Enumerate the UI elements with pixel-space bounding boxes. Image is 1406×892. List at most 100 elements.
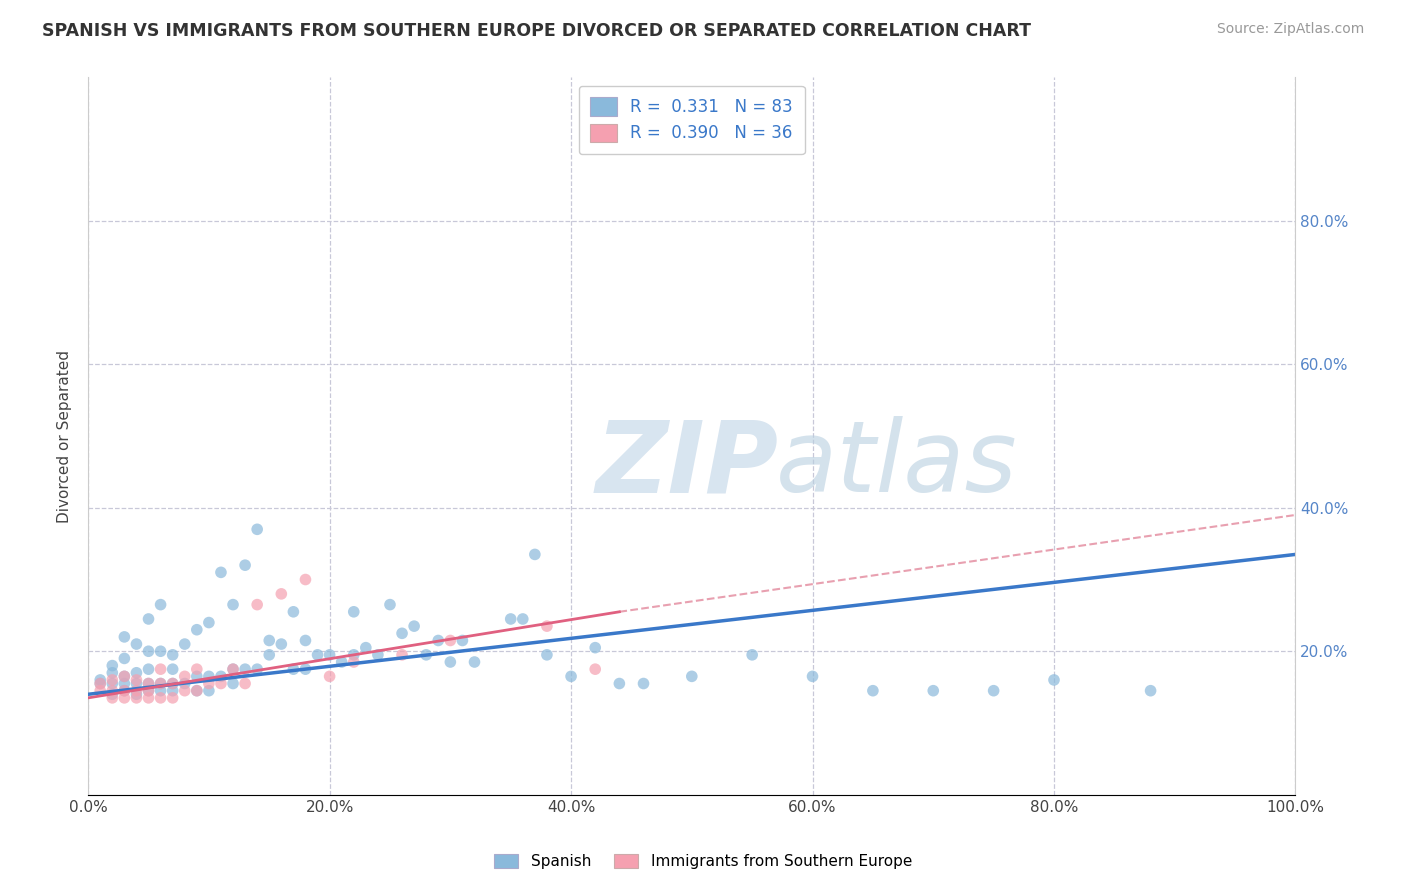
Point: [404, 619, 426, 633]
Point: [536, 619, 558, 633]
Point: [257, 633, 280, 648]
Point: [125, 673, 148, 687]
Point: [162, 662, 184, 676]
Point: [101, 658, 124, 673]
Point: [125, 683, 148, 698]
Point: [270, 587, 292, 601]
Point: [922, 683, 945, 698]
Point: [138, 676, 160, 690]
Point: [173, 676, 195, 690]
Point: [246, 662, 269, 676]
Point: [367, 648, 389, 662]
Point: [149, 683, 172, 698]
Point: [741, 648, 763, 662]
Point: [112, 683, 135, 698]
Point: [186, 662, 208, 676]
Point: [343, 605, 366, 619]
Point: [173, 669, 195, 683]
Point: [112, 669, 135, 683]
Point: [198, 676, 221, 690]
Point: [125, 665, 148, 680]
Point: [149, 676, 172, 690]
Point: [222, 676, 245, 690]
Text: ZIP: ZIP: [595, 417, 779, 513]
Point: [89, 676, 111, 690]
Point: [222, 662, 245, 676]
Point: [89, 683, 111, 698]
Point: [294, 662, 316, 676]
Point: [633, 676, 655, 690]
Text: SPANISH VS IMMIGRANTS FROM SOUTHERN EUROPE DIVORCED OR SEPARATED CORRELATION CHA: SPANISH VS IMMIGRANTS FROM SOUTHERN EURO…: [42, 22, 1031, 40]
Point: [138, 662, 160, 676]
Point: [354, 640, 377, 655]
Point: [101, 673, 124, 687]
Point: [101, 683, 124, 698]
Text: atlas: atlas: [776, 417, 1018, 513]
Point: [162, 676, 184, 690]
Point: [330, 655, 353, 669]
Point: [583, 662, 606, 676]
Point: [270, 637, 292, 651]
Point: [162, 683, 184, 698]
Point: [294, 573, 316, 587]
Point: [415, 648, 437, 662]
Point: [233, 662, 256, 676]
Point: [343, 655, 366, 669]
Point: [983, 683, 1005, 698]
Point: [149, 598, 172, 612]
Point: [125, 687, 148, 701]
Point: [149, 644, 172, 658]
Point: [283, 662, 305, 676]
Point: [583, 640, 606, 655]
Point: [101, 687, 124, 701]
Point: [246, 598, 269, 612]
Point: [439, 655, 461, 669]
Point: [307, 648, 329, 662]
Point: [209, 676, 232, 690]
Point: [451, 633, 474, 648]
Point: [681, 669, 703, 683]
Point: [162, 690, 184, 705]
Point: [112, 676, 135, 690]
Point: [138, 683, 160, 698]
Point: [378, 598, 401, 612]
Point: [609, 676, 631, 690]
Point: [112, 669, 135, 683]
Point: [1043, 673, 1066, 687]
Point: [138, 690, 160, 705]
Point: [112, 683, 135, 698]
Point: [186, 669, 208, 683]
Point: [101, 676, 124, 690]
Point: [101, 665, 124, 680]
Point: [186, 683, 208, 698]
Point: [112, 651, 135, 665]
Point: [257, 648, 280, 662]
Y-axis label: Divorced or Separated: Divorced or Separated: [58, 350, 72, 523]
Point: [318, 669, 340, 683]
Point: [138, 612, 160, 626]
Point: [222, 662, 245, 676]
Point: [149, 676, 172, 690]
Point: [391, 648, 413, 662]
Point: [112, 690, 135, 705]
Point: [101, 690, 124, 705]
Point: [149, 662, 172, 676]
Point: [283, 605, 305, 619]
Point: [198, 683, 221, 698]
Point: [162, 648, 184, 662]
Point: [186, 683, 208, 698]
Point: [125, 637, 148, 651]
Text: Source: ZipAtlas.com: Source: ZipAtlas.com: [1216, 22, 1364, 37]
Point: [173, 637, 195, 651]
Point: [173, 683, 195, 698]
Point: [198, 669, 221, 683]
Point: [391, 626, 413, 640]
Point: [499, 612, 522, 626]
Point: [138, 644, 160, 658]
Point: [138, 683, 160, 698]
Point: [512, 612, 534, 626]
Point: [162, 676, 184, 690]
Point: [318, 648, 340, 662]
Point: [294, 633, 316, 648]
Point: [439, 633, 461, 648]
